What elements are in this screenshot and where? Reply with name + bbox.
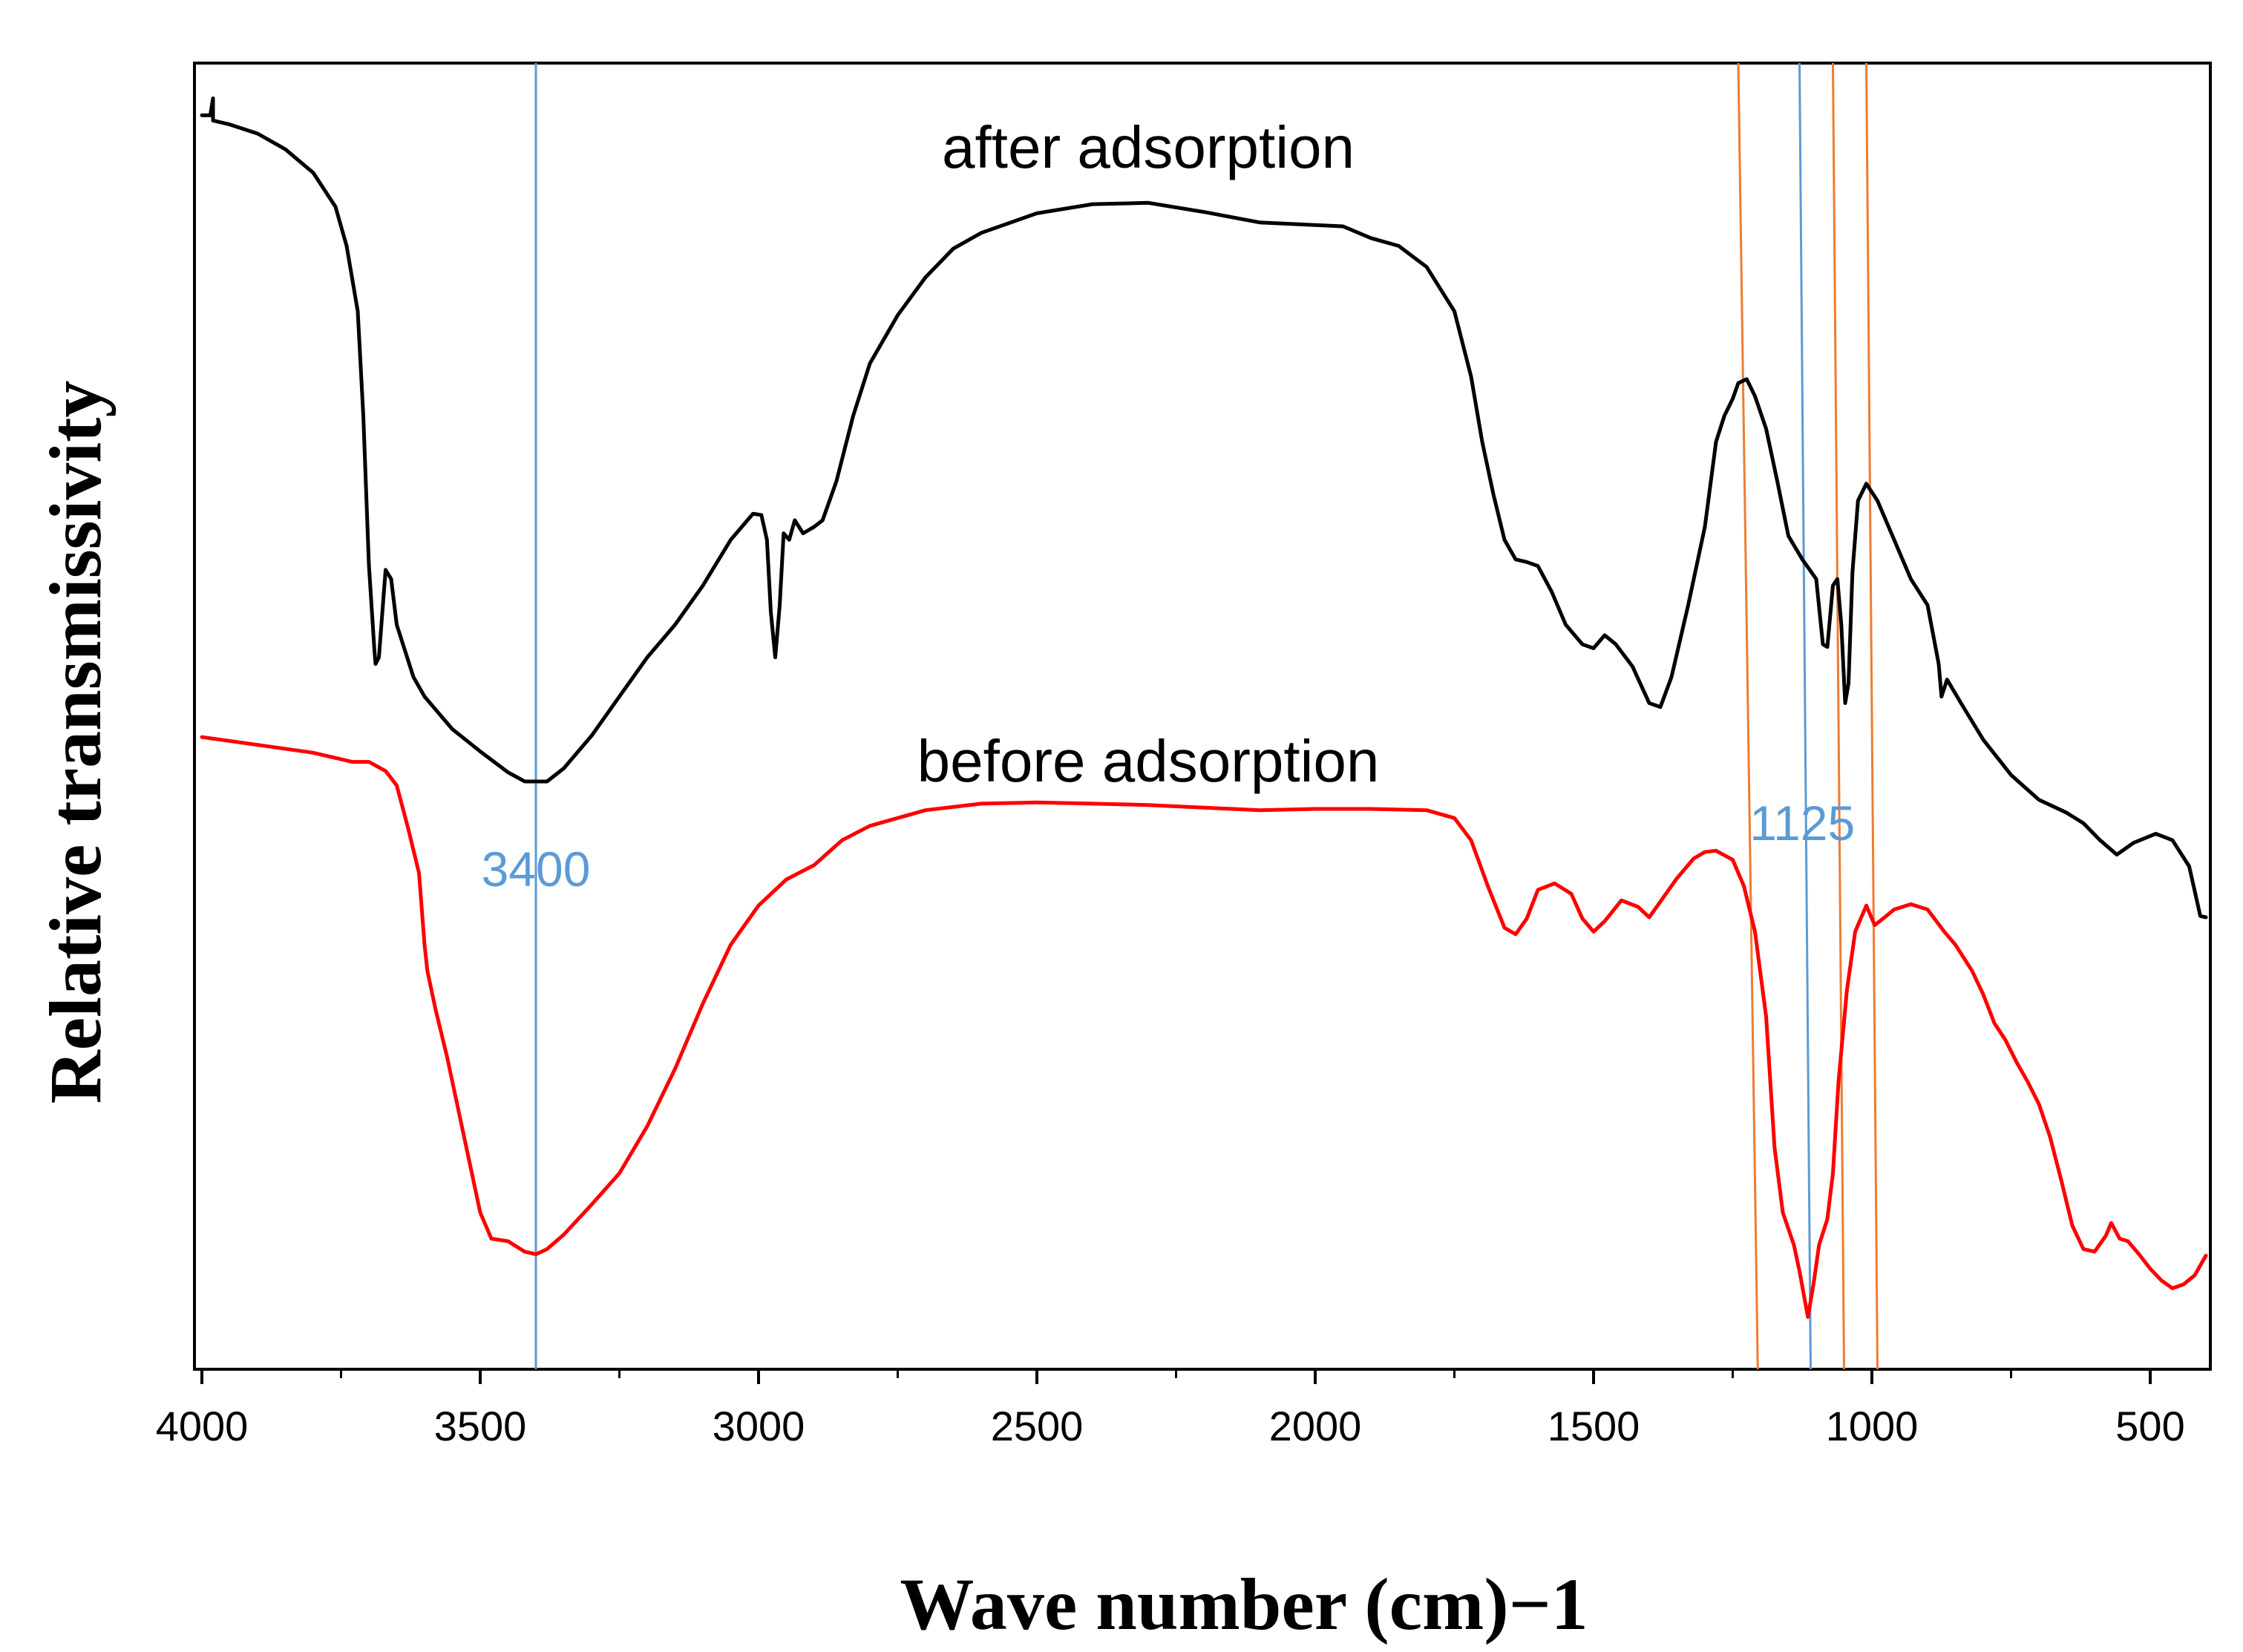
x-tick-label: 500: [2115, 1403, 2184, 1449]
marker-line-5: [1865, 62, 1879, 1370]
x-tick-label: 3000: [713, 1403, 805, 1449]
x-tick-label: 4000: [156, 1403, 249, 1449]
before-adsorption-label: before adsorption: [917, 728, 1380, 794]
x-tick-label: 1000: [1826, 1403, 1919, 1449]
marker-line-4: [1832, 62, 1845, 1370]
x-axis-title: Wave number (cm)−1: [900, 1563, 1588, 1645]
plot-frame: [193, 62, 2212, 1371]
before-adsorption-line: [200, 735, 2208, 1320]
x-tick-label: 2500: [991, 1403, 1084, 1449]
peak-label-1125: 1125: [1749, 796, 1855, 850]
y-axis-title: Relative transmissivity: [34, 381, 117, 1104]
after-adsorption-label: after adsorption: [942, 114, 1355, 180]
x-tick-label: 2000: [1269, 1403, 1362, 1449]
x-tick-label: 3500: [434, 1403, 527, 1449]
marker-line-2: [1737, 62, 1759, 1370]
after-adsorption-line: [200, 96, 2208, 920]
peak-label-3400: 3400: [482, 842, 591, 897]
x-tick-label: 1500: [1548, 1403, 1640, 1449]
marker-line-3: [1798, 62, 1812, 1370]
